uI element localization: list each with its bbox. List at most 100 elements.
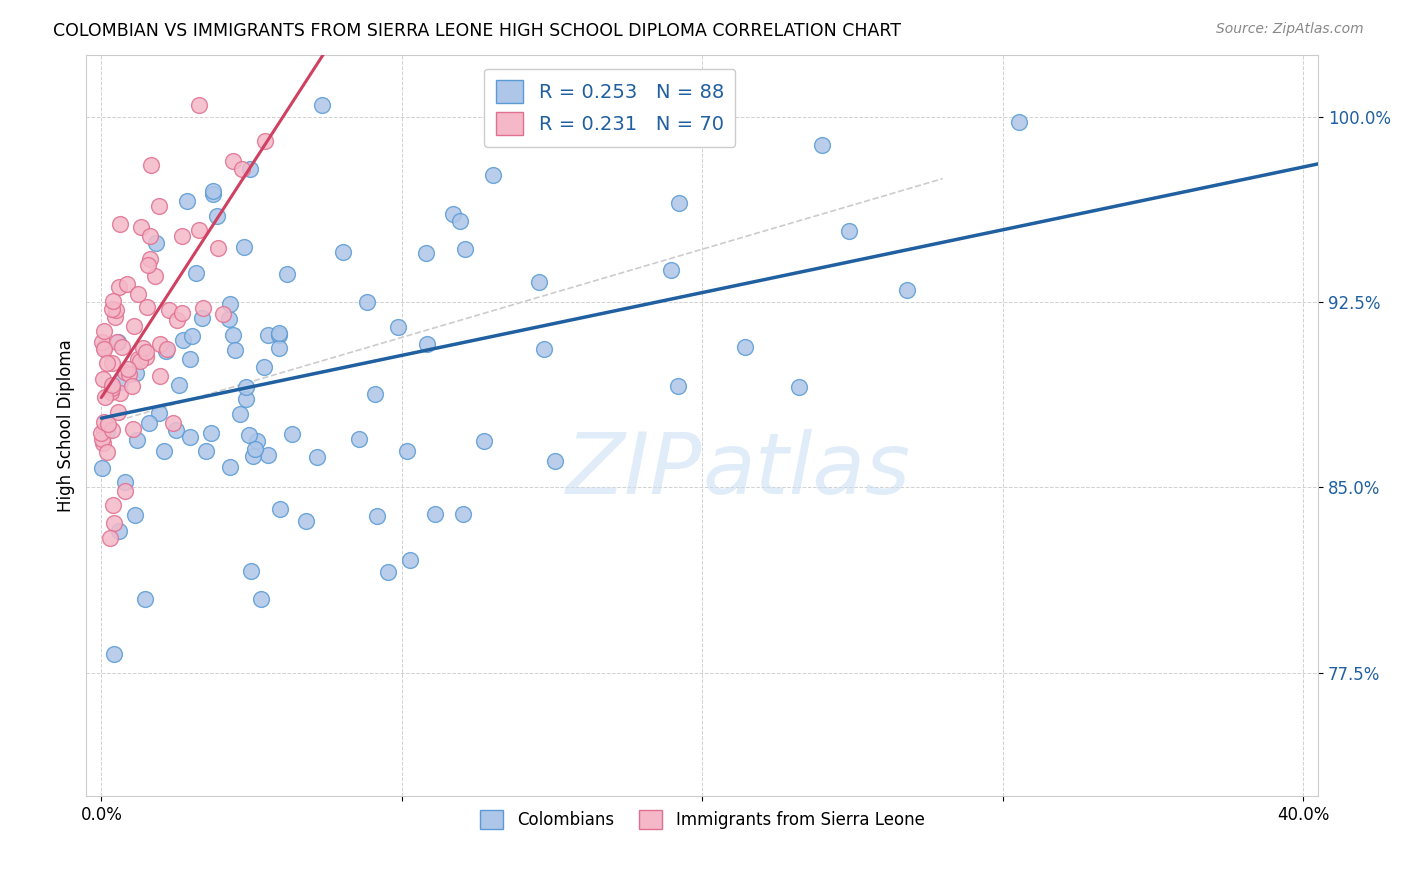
Point — [441, 207, 464, 221]
Point — [387, 320, 409, 334]
Point — [838, 224, 860, 238]
Point — [399, 553, 422, 567]
Point — [90, 432, 112, 446]
Point — [132, 341, 155, 355]
Point — [107, 405, 129, 419]
Point — [200, 425, 222, 440]
Point — [108, 524, 131, 538]
Point — [135, 300, 157, 314]
Point — [269, 328, 291, 343]
Point — [269, 341, 291, 355]
Point — [311, 97, 333, 112]
Point — [101, 293, 124, 308]
Point — [481, 169, 503, 183]
Point — [107, 279, 129, 293]
Point — [224, 343, 246, 357]
Point — [93, 324, 115, 338]
Point — [90, 461, 112, 475]
Point — [166, 423, 188, 437]
Point — [93, 340, 115, 354]
Point — [212, 307, 235, 321]
Point — [257, 328, 280, 343]
Point — [97, 417, 120, 431]
Point — [172, 334, 194, 348]
Point — [103, 647, 125, 661]
Text: Source: ZipAtlas.com: Source: ZipAtlas.com — [1216, 22, 1364, 37]
Point — [93, 423, 115, 437]
Point — [218, 311, 240, 326]
Point — [453, 507, 475, 521]
Point — [180, 329, 202, 343]
Point — [235, 392, 257, 406]
Point — [122, 319, 145, 334]
Point — [176, 194, 198, 209]
Y-axis label: High School Diploma: High School Diploma — [58, 339, 75, 512]
Point — [122, 422, 145, 436]
Point — [103, 516, 125, 530]
Point — [267, 326, 290, 340]
Point — [134, 592, 156, 607]
Point — [395, 443, 418, 458]
Point — [191, 311, 214, 326]
Point — [155, 343, 177, 358]
Point — [231, 162, 253, 177]
Point — [246, 434, 269, 449]
Point — [90, 426, 112, 441]
Point — [96, 445, 118, 459]
Point — [276, 267, 298, 281]
Point — [242, 449, 264, 463]
Point — [307, 450, 329, 464]
Point — [222, 328, 245, 343]
Point — [533, 342, 555, 356]
Point — [139, 228, 162, 243]
Point — [254, 134, 277, 148]
Point — [172, 306, 194, 320]
Text: atlas: atlas — [702, 428, 910, 512]
Point — [239, 564, 262, 578]
Point — [250, 591, 273, 606]
Point — [166, 313, 188, 327]
Point — [202, 187, 225, 202]
Point — [121, 379, 143, 393]
Point — [149, 369, 172, 384]
Point — [472, 434, 495, 449]
Point — [143, 268, 166, 283]
Point — [110, 340, 132, 354]
Point — [114, 475, 136, 489]
Point — [787, 379, 810, 393]
Point — [101, 301, 124, 316]
Point — [117, 362, 139, 376]
Point — [416, 336, 439, 351]
Point — [135, 345, 157, 359]
Point — [138, 416, 160, 430]
Point — [423, 508, 446, 522]
Text: COLOMBIAN VS IMMIGRANTS FROM SIERRA LEONE HIGH SCHOOL DIPLOMA CORRELATION CHART: COLOMBIAN VS IMMIGRANTS FROM SIERRA LEON… — [53, 22, 901, 40]
Point — [896, 283, 918, 297]
Point — [668, 196, 690, 211]
Point — [188, 222, 211, 236]
Point — [101, 423, 124, 437]
Point — [94, 390, 117, 404]
Point — [135, 350, 157, 364]
Point — [269, 502, 291, 516]
Point — [98, 531, 121, 545]
Point — [115, 277, 138, 292]
Point — [229, 407, 252, 421]
Point — [356, 295, 378, 310]
Point — [332, 244, 354, 259]
Point — [238, 428, 260, 442]
Point — [347, 432, 370, 446]
Point — [153, 443, 176, 458]
Point — [235, 380, 257, 394]
Point — [219, 460, 242, 475]
Point — [91, 372, 114, 386]
Point — [148, 406, 170, 420]
Point — [205, 209, 228, 223]
Point — [377, 566, 399, 580]
Point — [91, 436, 114, 450]
Point — [139, 252, 162, 267]
Point — [149, 336, 172, 351]
Point — [179, 430, 201, 444]
Point — [110, 375, 132, 389]
Point — [93, 342, 115, 356]
